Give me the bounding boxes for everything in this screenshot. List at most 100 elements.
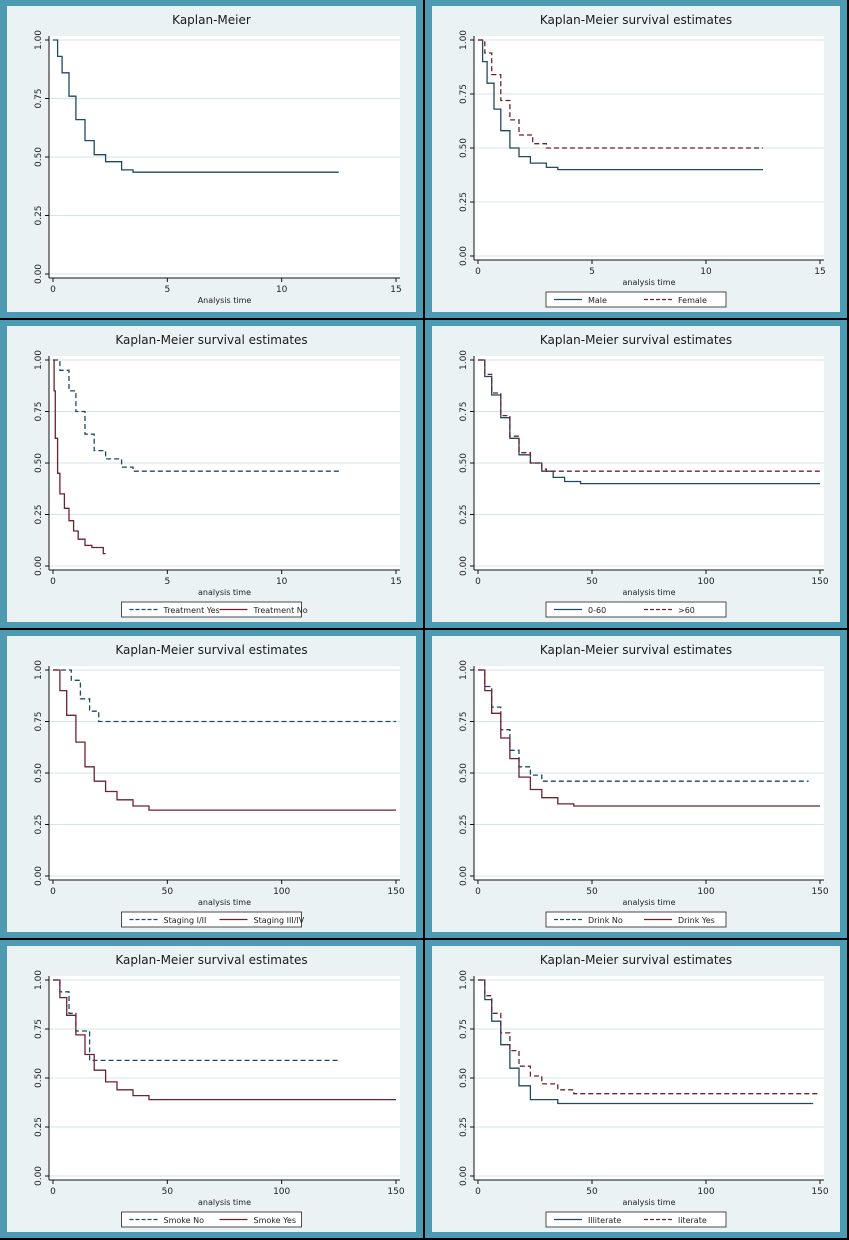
chart-panel-4: Kaplan-Meier survival estimates 0.00 0.25 0… (425, 320, 847, 628)
x-tick-label: 100 (697, 1187, 714, 1197)
x-axis-label: analysis time (198, 588, 251, 597)
y-tick-label: 0.50 (459, 1068, 469, 1088)
x-axis-label: analysis time (198, 898, 251, 907)
km-chart-3: Kaplan-Meier survival estimates 0.00 0.25 0… (34, 333, 402, 618)
chart-title: Kaplan-Meier survival estimates (540, 13, 732, 27)
legend-box (545, 291, 727, 308)
x-tick-label: 150 (387, 1187, 404, 1197)
x-tick-label: 5 (164, 285, 170, 295)
chart-panel-8: Kaplan-Meier survival estimates 0.00 0.25 0… (425, 940, 847, 1238)
x-tick-label: 0 (50, 887, 56, 897)
chart-title: Kaplan-Meier survival estimates (115, 643, 307, 657)
chart-background: Kaplan-Meier survival estimates 0.00 0.25 0… (432, 326, 840, 622)
chart-background: Kaplan-Meier survival estimates 0.00 0.25 0… (432, 6, 840, 312)
legend-box (545, 911, 727, 928)
x-axis-label: analysis time (622, 1198, 675, 1207)
y-tick-label: 0.75 (459, 401, 469, 421)
x-tick-label: 50 (162, 887, 174, 897)
x-tick-label: 10 (700, 267, 712, 277)
x-tick-label: 0 (50, 285, 56, 295)
chart-panel-2: Kaplan-Meier survival estimates 0.00 0.25 0… (425, 0, 847, 318)
y-tick-label: 0.00 (459, 1166, 469, 1186)
y-tick-label: 1.00 (459, 30, 469, 50)
y-tick-label: 0.75 (34, 711, 44, 731)
legend-label: 0-60 (588, 606, 606, 615)
chart-title: Kaplan-Meier survival estimates (540, 953, 732, 967)
legend-box (121, 911, 302, 928)
x-tick-label: 0 (50, 1187, 56, 1197)
survival-curve-1 (53, 39, 339, 173)
chart-title: Kaplan-Meier survival estimates (540, 643, 732, 657)
y-tick-label: 0.00 (34, 1166, 44, 1186)
km-chart-4: Kaplan-Meier survival estimates 0.00 0.25 0… (459, 333, 829, 618)
legend-label: Female (678, 296, 707, 305)
y-tick-label: 1.00 (34, 30, 44, 50)
survival-curve-2 (478, 669, 820, 807)
legend-label: >60 (678, 606, 695, 615)
y-tick-label: 0.50 (459, 138, 469, 158)
survival-curve-1 (53, 669, 396, 723)
km-chart-8: Kaplan-Meier survival estimates 0.00 0.25 0… (459, 953, 829, 1228)
y-tick-label: 0.75 (34, 1019, 44, 1039)
x-tick-label: 100 (273, 887, 290, 897)
x-tick-label: 15 (814, 267, 825, 277)
legend-label: Staging I/II (164, 916, 207, 925)
chart-background: Kaplan-Meier survival estimates 0.00 0.25 0… (7, 326, 416, 622)
x-tick-label: 10 (276, 577, 288, 587)
y-tick-label: 1.00 (34, 660, 44, 680)
y-tick-label: 0.00 (459, 556, 469, 576)
x-axis-label: analysis time (622, 588, 675, 597)
legend-label: Smoke Yes (254, 1216, 297, 1225)
legend-label: Male (588, 296, 607, 305)
x-axis-label: analysis time (622, 278, 675, 287)
survival-curve-1 (478, 979, 814, 1105)
km-chart-7: Kaplan-Meier survival estimates 0.00 0.25 0… (34, 953, 405, 1228)
x-tick-label: 50 (162, 1187, 174, 1197)
km-chart-2: Kaplan-Meier survival estimates 0.00 0.25 0… (459, 13, 826, 308)
x-tick-label: 100 (697, 577, 714, 587)
y-tick-label: 0.50 (34, 147, 44, 167)
chart-panel-1: Kaplan-Meier 0.00 0.25 0.50 0.75 1.00 0 5 10 15 An… (0, 0, 423, 318)
km-chart-5: Kaplan-Meier survival estimates 0.00 0.25 0… (34, 643, 405, 928)
y-tick-label: 0.00 (459, 866, 469, 886)
y-tick-label: 0.25 (459, 1117, 469, 1137)
legend-label: Treatment No (253, 606, 308, 615)
y-tick-label: 0.50 (34, 763, 44, 783)
y-tick-label: 0.00 (34, 556, 44, 576)
y-tick-label: 0.50 (34, 1068, 44, 1088)
legend-box (545, 601, 727, 618)
y-tick-label: 0.50 (34, 453, 44, 473)
y-tick-label: 0.25 (34, 504, 44, 524)
survival-curve-1 (478, 359, 820, 485)
y-tick-label: 0.75 (34, 401, 44, 421)
chart-panel-3: Kaplan-Meier survival estimates 0.00 0.25 0… (0, 320, 423, 628)
x-axis-label: analysis time (622, 898, 675, 907)
survival-curve-2 (478, 979, 820, 1095)
chart-background: Kaplan-Meier survival estimates 0.00 0.25 0… (7, 636, 416, 932)
km-chart-1: Kaplan-Meier 0.00 0.25 0.50 0.75 1.00 0 5 10 15 An… (34, 13, 402, 305)
x-tick-label: 15 (390, 577, 401, 587)
y-tick-label: 1.00 (34, 350, 44, 370)
chart-title: Kaplan-Meier survival estimates (115, 333, 307, 347)
x-tick-label: 0 (50, 577, 56, 587)
y-tick-label: 0.75 (459, 711, 469, 731)
y-tick-label: 0.00 (34, 264, 44, 284)
x-tick-label: 50 (586, 1187, 598, 1197)
y-tick-label: 0.00 (34, 866, 44, 886)
x-tick-label: 0 (475, 887, 481, 897)
x-tick-label: 100 (273, 1187, 290, 1197)
survival-curve-1 (478, 669, 809, 782)
y-tick-label: 0.25 (34, 1117, 44, 1137)
x-tick-label: 50 (586, 887, 598, 897)
legend-label: Smoke No (164, 1216, 205, 1225)
chart-title: Kaplan-Meier survival estimates (540, 333, 732, 347)
chart-background: Kaplan-Meier survival estimates 0.00 0.25 0… (7, 946, 416, 1232)
survival-curve-1 (53, 359, 339, 472)
legend-label: Illiterate (588, 1216, 621, 1225)
chart-background: Kaplan-Meier survival estimates 0.00 0.25 0… (432, 636, 840, 932)
x-tick-label: 5 (589, 267, 595, 277)
x-tick-label: 150 (811, 887, 828, 897)
y-tick-label: 0.25 (459, 504, 469, 524)
x-tick-label: 150 (387, 887, 404, 897)
